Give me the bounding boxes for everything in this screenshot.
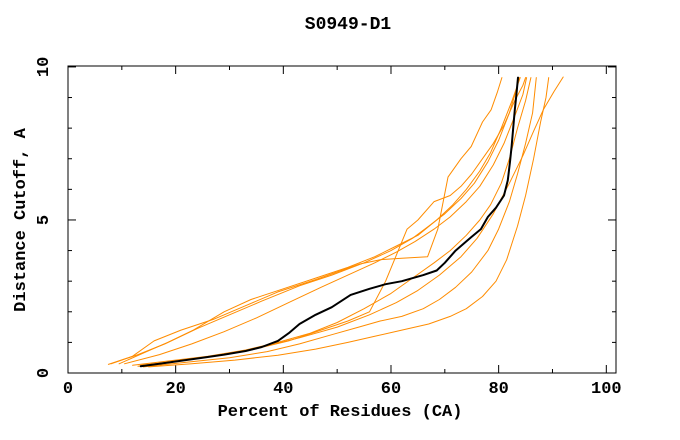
x-tick-label: 100 (591, 380, 622, 399)
y-tick-label: 5 (35, 215, 54, 225)
curve-model-orange-3 (118, 77, 521, 365)
axes-frame (67, 65, 617, 374)
y-axis-label: Distance Cutoff, A (12, 127, 31, 311)
x-tick-label: 60 (381, 380, 401, 399)
x-tick-label: 80 (488, 380, 508, 399)
curves (107, 76, 564, 368)
x-tick-label: 40 (273, 380, 293, 399)
curve-model-orange-2 (110, 77, 520, 365)
x-axis-label: Percent of Residues (CA) (218, 403, 463, 422)
curve-model-orange-4 (124, 77, 528, 365)
y-tick-label: 10 (35, 57, 54, 77)
curve-model-orange-6 (132, 77, 532, 366)
y-tick-label: 0 (35, 368, 54, 378)
axis-tick-labels: 0 20 40 60 80 100 0 5 10 (35, 57, 622, 399)
curve-model-orange-7 (142, 77, 537, 368)
curve-model-orange-5 (137, 77, 527, 367)
x-tick-label: 20 (165, 380, 185, 399)
curve-model-black-highlight (139, 76, 519, 368)
chart-title: S0949-D1 (305, 15, 392, 35)
plot-frame (67, 65, 617, 374)
curve-model-orange-8 (148, 77, 550, 368)
x-tick-label: 0 (63, 380, 73, 399)
axis-ticks (67, 66, 616, 374)
